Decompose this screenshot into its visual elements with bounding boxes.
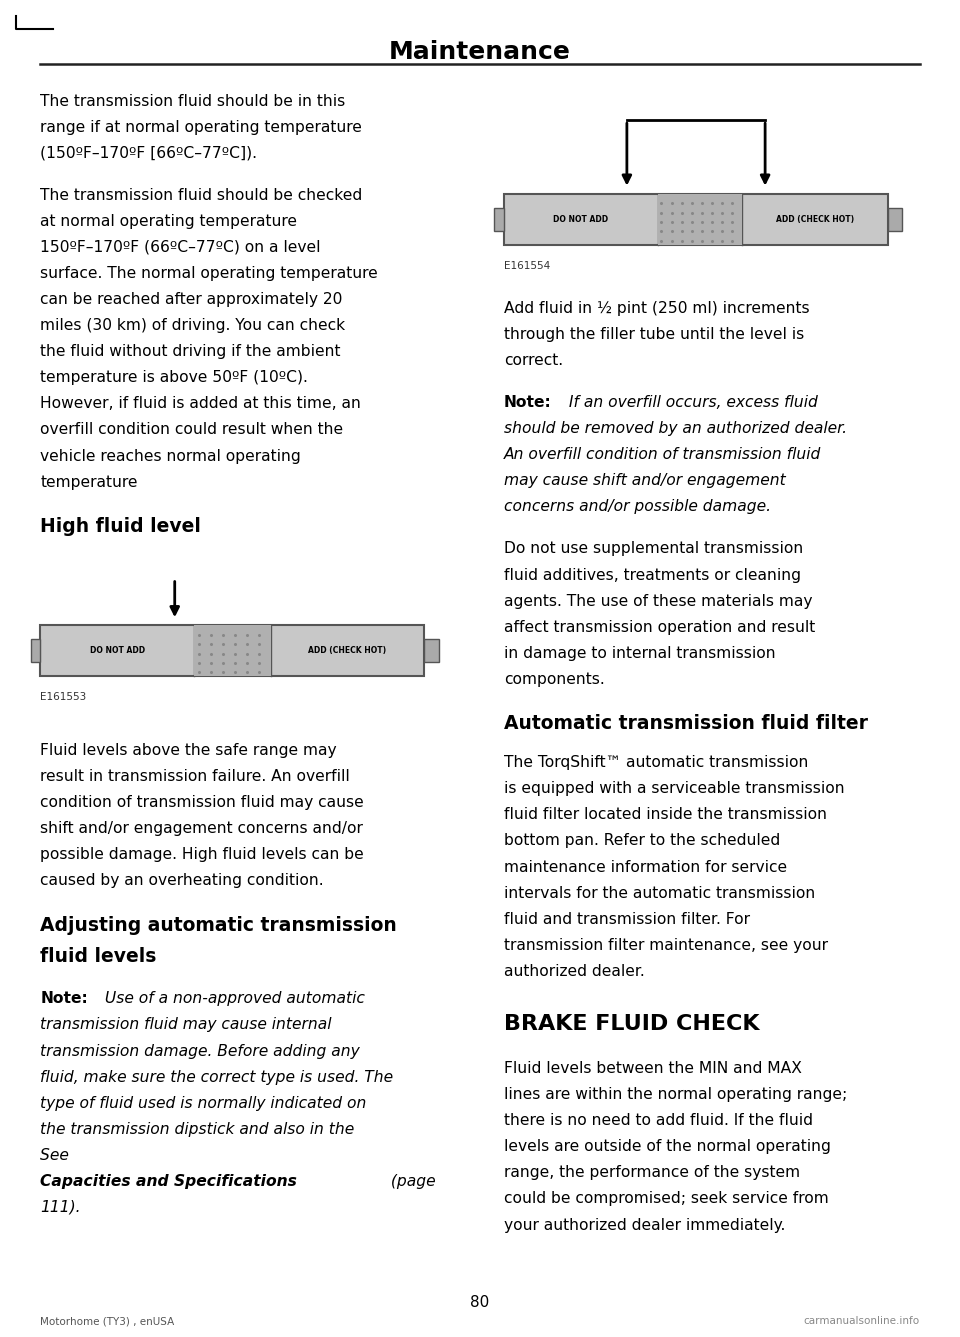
Text: Adjusting automatic transmission: Adjusting automatic transmission — [40, 916, 397, 935]
Text: DO NOT ADD: DO NOT ADD — [553, 215, 609, 223]
Text: through the filler tube until the level is: through the filler tube until the level … — [504, 328, 804, 342]
Text: fluid levels: fluid levels — [40, 947, 156, 965]
Text: Maintenance: Maintenance — [389, 40, 571, 64]
Text: affect transmission operation and result: affect transmission operation and result — [504, 619, 815, 635]
Text: intervals for the automatic transmission: intervals for the automatic transmission — [504, 885, 815, 901]
Text: the fluid without driving if the ambient: the fluid without driving if the ambient — [40, 344, 341, 360]
Text: (150ºF–170ºF [66ºC–77ºC]).: (150ºF–170ºF [66ºC–77ºC]). — [40, 146, 257, 160]
Text: DO NOT ADD: DO NOT ADD — [89, 646, 145, 655]
Text: 111).: 111). — [40, 1199, 81, 1215]
Bar — [194, 626, 271, 677]
Text: transmission filter maintenance, see your: transmission filter maintenance, see you… — [504, 937, 828, 953]
Text: type of fluid used is normally indicated on: type of fluid used is normally indicated… — [40, 1095, 367, 1111]
Text: may cause shift and/or engagement: may cause shift and/or engagement — [504, 473, 785, 488]
Text: If an overfill occurs, excess fluid: If an overfill occurs, excess fluid — [564, 396, 817, 410]
Text: Capacities and Specifications: Capacities and Specifications — [40, 1174, 298, 1189]
Text: E161554: E161554 — [504, 261, 550, 270]
Text: The TorqShift™ automatic transmission: The TorqShift™ automatic transmission — [504, 755, 808, 770]
Text: Note:: Note: — [40, 991, 88, 1007]
Text: vehicle reaches normal operating: vehicle reaches normal operating — [40, 448, 301, 464]
Text: in damage to internal transmission: in damage to internal transmission — [504, 646, 776, 660]
Bar — [888, 207, 902, 231]
Text: temperature: temperature — [40, 475, 138, 489]
Text: shift and/or engagement concerns and/or: shift and/or engagement concerns and/or — [40, 821, 363, 837]
Text: can be reached after approximately 20: can be reached after approximately 20 — [40, 291, 343, 308]
Text: is equipped with a serviceable transmission: is equipped with a serviceable transmiss… — [504, 781, 845, 797]
Text: concerns and/or possible damage.: concerns and/or possible damage. — [504, 499, 771, 515]
Text: fluid filter located inside the transmission: fluid filter located inside the transmis… — [504, 808, 827, 822]
Text: miles (30 km) of driving. You can check: miles (30 km) of driving. You can check — [40, 318, 346, 333]
Text: agents. The use of these materials may: agents. The use of these materials may — [504, 594, 812, 608]
Text: carmanualsonline.info: carmanualsonline.info — [804, 1317, 920, 1326]
Text: result in transmission failure. An overfill: result in transmission failure. An overf… — [40, 769, 350, 785]
Text: lines are within the normal operating range;: lines are within the normal operating ra… — [504, 1087, 848, 1102]
Text: temperature is above 50ºF (10ºC).: temperature is above 50ºF (10ºC). — [40, 370, 308, 385]
Text: transmission damage. Before adding any: transmission damage. Before adding any — [40, 1043, 360, 1059]
Text: 150ºF–170ºF (66ºC–77ºC) on a level: 150ºF–170ºF (66ºC–77ºC) on a level — [40, 239, 321, 255]
Text: components.: components. — [504, 671, 605, 687]
Text: correct.: correct. — [504, 353, 564, 368]
Bar — [40, 626, 424, 677]
Text: fluid additives, treatments or cleaning: fluid additives, treatments or cleaning — [504, 567, 801, 583]
Text: condition of transmission fluid may cause: condition of transmission fluid may caus… — [40, 796, 364, 810]
Text: E161553: E161553 — [40, 693, 86, 702]
Text: the transmission dipstick and also in the: the transmission dipstick and also in th… — [40, 1122, 354, 1136]
Text: levels are outside of the normal operating: levels are outside of the normal operati… — [504, 1139, 830, 1154]
Text: Fluid levels above the safe range may: Fluid levels above the safe range may — [40, 743, 337, 758]
Bar — [658, 194, 742, 245]
Text: The transmission fluid should be checked: The transmission fluid should be checked — [40, 187, 363, 203]
Text: Automatic transmission fluid filter: Automatic transmission fluid filter — [504, 714, 868, 733]
Text: range, the performance of the system: range, the performance of the system — [504, 1166, 800, 1181]
Text: at normal operating temperature: at normal operating temperature — [40, 214, 298, 229]
Text: there is no need to add fluid. If the fluid: there is no need to add fluid. If the fl… — [504, 1114, 813, 1128]
Text: transmission fluid may cause internal: transmission fluid may cause internal — [40, 1017, 332, 1032]
Text: should be removed by an authorized dealer.: should be removed by an authorized deale… — [504, 421, 847, 436]
Text: 80: 80 — [470, 1296, 490, 1310]
Text: maintenance information for service: maintenance information for service — [504, 860, 787, 874]
Text: (page: (page — [386, 1174, 436, 1189]
Text: bottom pan. Refer to the scheduled: bottom pan. Refer to the scheduled — [504, 833, 780, 849]
Text: Motorhome (TY3) , enUSA: Motorhome (TY3) , enUSA — [40, 1317, 175, 1326]
Text: Note:: Note: — [504, 396, 552, 410]
Text: Fluid levels between the MIN and MAX: Fluid levels between the MIN and MAX — [504, 1062, 802, 1076]
Text: Use of a non-approved automatic: Use of a non-approved automatic — [100, 991, 365, 1007]
Text: could be compromised; seek service from: could be compromised; seek service from — [504, 1191, 828, 1206]
Text: However, if fluid is added at this time, an: However, if fluid is added at this time,… — [40, 396, 361, 412]
Text: range if at normal operating temperature: range if at normal operating temperature — [40, 120, 362, 135]
Text: your authorized dealer immediately.: your authorized dealer immediately. — [504, 1218, 785, 1233]
Text: overfill condition could result when the: overfill condition could result when the — [40, 422, 344, 437]
Text: High fluid level: High fluid level — [40, 516, 202, 536]
Text: surface. The normal operating temperature: surface. The normal operating temperatur… — [40, 266, 378, 281]
Text: An overfill condition of transmission fluid: An overfill condition of transmission fl… — [504, 447, 822, 463]
Text: See: See — [40, 1147, 79, 1163]
Text: fluid and transmission filter. For: fluid and transmission filter. For — [504, 912, 750, 927]
Bar — [31, 639, 40, 662]
Text: ADD (CHECK HOT): ADD (CHECK HOT) — [308, 646, 387, 655]
Text: caused by an overheating condition.: caused by an overheating condition. — [40, 873, 324, 889]
Text: authorized dealer.: authorized dealer. — [504, 964, 645, 979]
Bar — [424, 639, 439, 662]
Text: Do not use supplemental transmission: Do not use supplemental transmission — [504, 541, 804, 556]
Bar — [504, 194, 888, 245]
Text: Add fluid in ½ pint (250 ml) increments: Add fluid in ½ pint (250 ml) increments — [504, 301, 809, 316]
Text: The transmission fluid should be in this: The transmission fluid should be in this — [40, 94, 346, 108]
Text: ADD (CHECK HOT): ADD (CHECK HOT) — [776, 215, 854, 223]
Text: BRAKE FLUID CHECK: BRAKE FLUID CHECK — [504, 1013, 759, 1034]
Bar — [494, 207, 504, 231]
Text: fluid, make sure the correct type is used. The: fluid, make sure the correct type is use… — [40, 1070, 394, 1084]
Text: possible damage. High fluid levels can be: possible damage. High fluid levels can b… — [40, 848, 364, 862]
